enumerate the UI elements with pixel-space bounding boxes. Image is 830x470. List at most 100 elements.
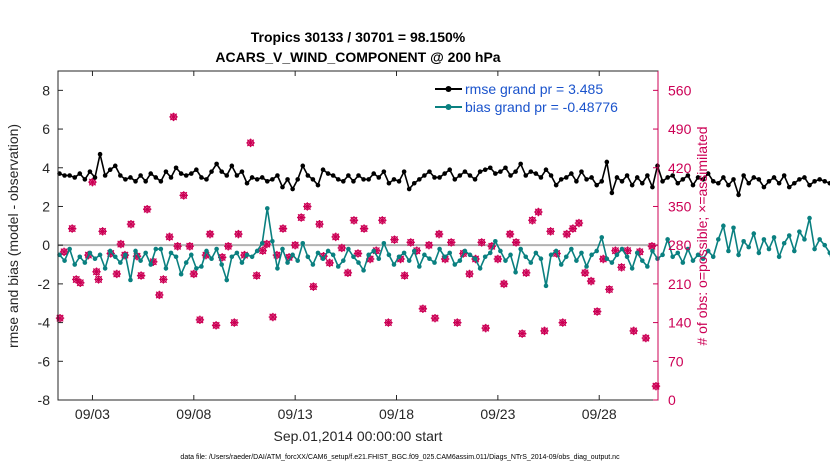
bias-point <box>817 237 822 242</box>
rmse-point <box>569 171 574 176</box>
bias-point <box>700 256 706 262</box>
bias-point <box>680 260 686 265</box>
bias-point <box>807 215 812 221</box>
rmse-point <box>731 177 736 182</box>
obs-assimilated-marker <box>592 307 602 316</box>
rmse-point <box>447 167 453 172</box>
bias-point <box>219 262 224 267</box>
rmse-point <box>710 179 716 184</box>
x-tick-label: 09/13 <box>278 406 313 422</box>
rmse-point <box>655 163 660 169</box>
rmse-point <box>822 179 828 184</box>
obs-assimilated-marker <box>487 242 496 251</box>
rmse-point <box>553 182 559 188</box>
rmse-point <box>736 192 741 198</box>
x-tick-label: 09/08 <box>176 406 211 422</box>
rmse-point <box>401 169 407 174</box>
obs-assimilated-marker <box>173 242 182 251</box>
bias-point <box>594 248 599 254</box>
bias-point <box>264 206 270 211</box>
rmse-point <box>761 184 767 190</box>
rmse-point <box>771 175 777 180</box>
rmse-point <box>102 173 108 178</box>
obs-assimilated-marker <box>297 213 306 222</box>
rmse-point <box>219 169 224 174</box>
bias-point <box>168 250 174 256</box>
rmse-point <box>188 171 194 176</box>
rmse-point <box>270 177 275 182</box>
rmse-point <box>528 169 534 174</box>
rmse-point <box>599 179 605 184</box>
rmse-point <box>452 177 458 182</box>
rmse-point <box>295 177 300 182</box>
bias-point <box>447 250 453 256</box>
obs-assimilated-marker <box>319 252 328 261</box>
bias-point <box>751 231 757 236</box>
obs-assimilated-marker <box>517 329 527 338</box>
obs-assimilated-marker <box>511 238 521 247</box>
bias-point <box>77 254 83 260</box>
bias-point <box>624 254 630 260</box>
obs-assimilated-marker <box>499 279 509 289</box>
chart-subtitle: ACARS_V_WIND_COMPONENT @ 200 hPa <box>215 49 500 65</box>
obs-assimilated-marker <box>234 229 243 239</box>
obs-assimilated-marker <box>359 224 369 233</box>
obs-assimilated-marker <box>651 381 661 391</box>
obs-assimilated-marker <box>126 219 136 229</box>
rmse-point <box>482 167 488 172</box>
rmse-point <box>584 177 589 182</box>
obs-assimilated-marker <box>528 216 537 225</box>
obs-assimilated-marker <box>142 205 152 214</box>
rmse-point <box>624 173 630 178</box>
x-tick-label: 09/18 <box>379 406 414 422</box>
rmse-point <box>87 169 93 174</box>
bias-point <box>457 258 463 263</box>
y-right-tick-label: 0 <box>668 392 676 408</box>
obs-assimilated-marker <box>136 271 146 280</box>
obs-assimilated-marker <box>430 313 440 323</box>
bias-point <box>300 240 306 246</box>
y-axis-label: rmse and bias (model - observation) <box>5 124 21 348</box>
bias-point <box>827 250 830 256</box>
rmse-point <box>781 173 787 178</box>
obs-assimilated-marker <box>465 269 474 279</box>
bias-point <box>558 262 564 267</box>
rmse-point <box>310 177 316 182</box>
bias-point <box>87 250 93 256</box>
rmse-point <box>371 171 377 176</box>
bias-point <box>224 277 230 283</box>
bias-point <box>498 248 503 254</box>
rmse-point <box>650 184 655 190</box>
bias-point <box>102 266 108 271</box>
bias-point <box>178 271 184 277</box>
bias-point <box>112 254 118 260</box>
y-tick-label: -8 <box>38 392 51 408</box>
obs-assimilated-marker <box>325 258 334 268</box>
legend-bias-label: bias grand pr = -0.48776 <box>465 99 618 115</box>
bias-point <box>645 264 650 269</box>
obs-assimilated-marker <box>230 318 239 327</box>
bias-point <box>158 246 164 252</box>
obs-assimilated-marker <box>629 326 638 336</box>
rmse-point <box>67 173 72 178</box>
obs-assimilated-marker <box>272 250 282 260</box>
y-right-tick-label: 70 <box>668 353 684 369</box>
bias-point <box>376 256 382 262</box>
rmse-point <box>163 169 169 174</box>
bias-point <box>766 246 772 252</box>
bias-point <box>285 260 290 265</box>
bias-point <box>295 258 300 263</box>
bias-point <box>92 256 98 262</box>
rmse-point <box>477 169 483 174</box>
rmse-point <box>214 161 219 167</box>
bias-point <box>188 252 194 258</box>
rmse-point <box>249 175 255 180</box>
obs-assimilated-marker <box>290 240 300 250</box>
obs-assimilated-marker <box>159 275 168 284</box>
obs-assimilated-marker <box>211 321 221 330</box>
obs-assimilated-marker <box>493 254 503 264</box>
legend: rmse grand pr = 3.485 bias grand pr = -0… <box>435 81 618 115</box>
rmse-point <box>802 175 807 180</box>
rmse-point <box>92 175 98 180</box>
obs-assimilated-marker <box>149 257 158 266</box>
